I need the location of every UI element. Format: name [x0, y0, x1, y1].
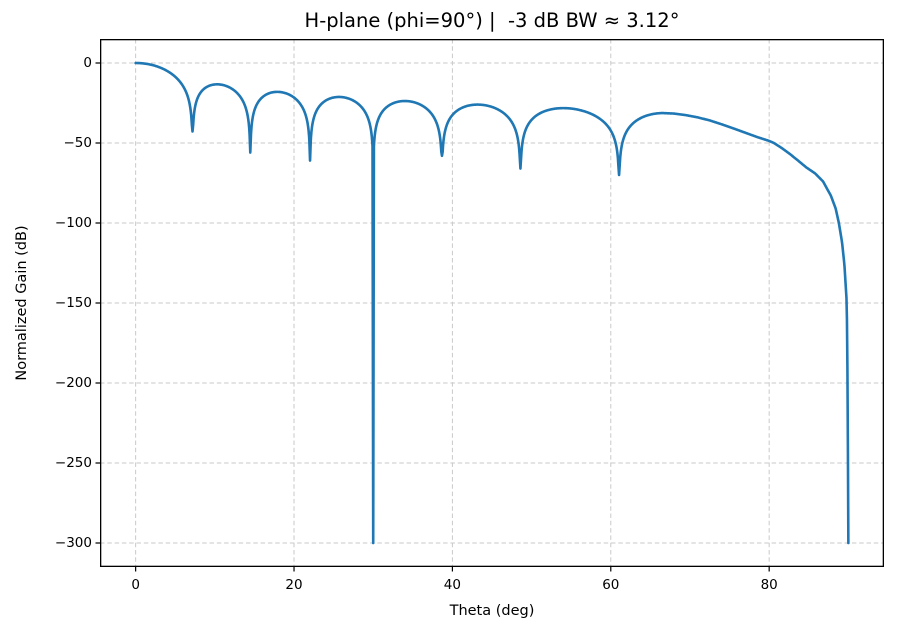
axes-spines [99, 38, 885, 568]
y-tick-label: −150 [54, 294, 92, 311]
y-tick-label: −100 [54, 214, 92, 231]
x-tick-label: 40 [443, 577, 461, 593]
pattern-curve [134, 61, 850, 545]
y-axis-label: Normalized Gain (dB) [14, 225, 30, 381]
chart-title: H-plane (phi=90°) | -3 dB BW ≈ 3.12° [304, 9, 680, 32]
y-tick-label: −200 [54, 374, 92, 391]
y-tick-label: −250 [54, 454, 92, 471]
x-tick-label: 60 [602, 577, 620, 593]
y-tick-label: −300 [54, 534, 92, 551]
plot-area [95, 38, 885, 572]
x-axis-label: Theta (deg) [449, 603, 535, 619]
y-tick-label: −50 [63, 134, 93, 151]
x-tick-label: 80 [760, 577, 778, 593]
y-tick-label: 0 [83, 54, 92, 71]
x-tick-label: 0 [131, 577, 140, 593]
x-tick-label: 20 [285, 577, 303, 593]
